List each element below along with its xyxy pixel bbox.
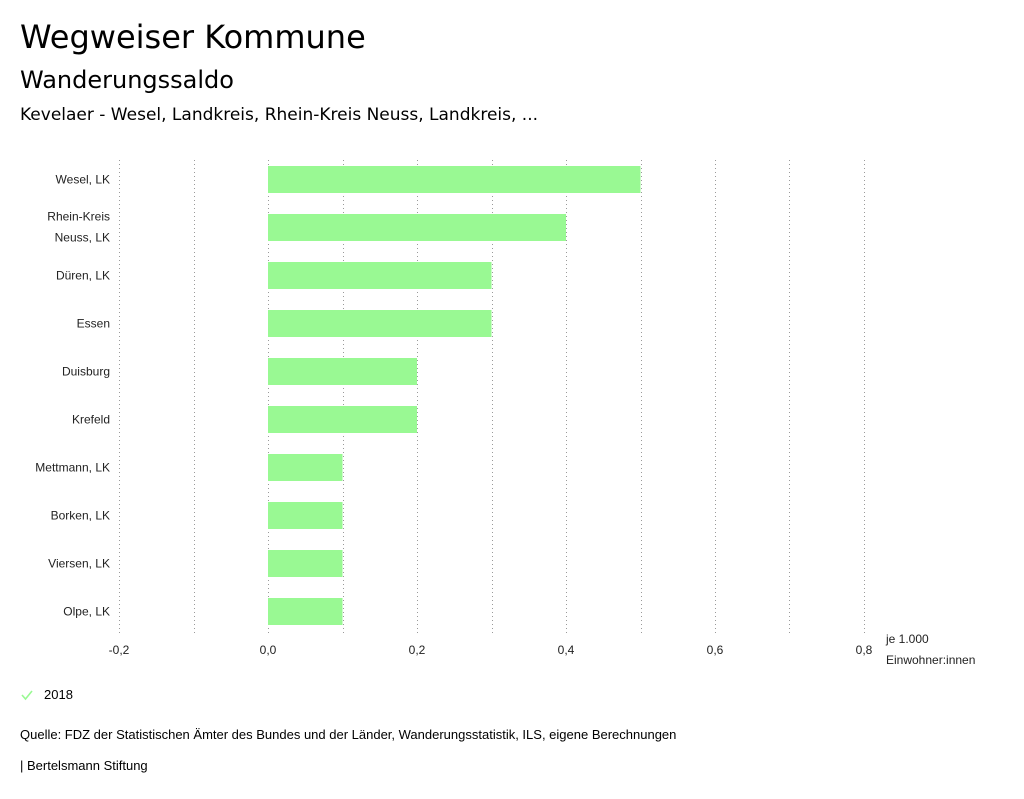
legend-label: 2018	[44, 687, 73, 702]
category-label: Olpe, LK	[63, 605, 110, 619]
category-label: Krefeld	[72, 413, 110, 427]
bar[interactable]	[268, 550, 343, 577]
bar[interactable]	[268, 502, 343, 529]
category-label: Mettmann, LK	[35, 461, 110, 475]
category-label: Viersen, LK	[48, 557, 110, 571]
bar[interactable]	[268, 598, 343, 625]
category-label: Borken, LK	[51, 509, 110, 523]
tick-label: 0,8	[856, 643, 873, 657]
bar[interactable]	[268, 454, 343, 481]
category-label: Düren, LK	[56, 269, 110, 283]
bars	[268, 166, 641, 625]
category-label: Wesel, LK	[56, 173, 110, 187]
source-note: Quelle: FDZ der Statistischen Ämter des …	[20, 727, 677, 742]
tick-labels: -0,2 0,0 0,2 0,4 0,6 0,8	[109, 643, 873, 657]
bar[interactable]	[268, 166, 641, 193]
bar-chart: Wesel, LK Rhein-Kreis Neuss, LK Düren, LK Es…	[35, 160, 975, 667]
tick-label: -0,2	[109, 643, 130, 657]
tick-label: 0,0	[260, 643, 277, 657]
unit-label-line: Einwohner:innen	[886, 653, 975, 667]
tick-label: 0,4	[558, 643, 575, 657]
unit-label-line: je 1.000	[885, 632, 929, 646]
category-label: Rhein-Kreis Neuss, LK	[47, 210, 110, 245]
tick-label: 0,2	[409, 643, 426, 657]
category-labels: Wesel, LK Rhein-Kreis Neuss, LK Düren, LK Es…	[35, 173, 110, 619]
category-label: Duisburg	[62, 365, 110, 379]
page-title: Wegweiser Kommune	[20, 18, 366, 56]
bar[interactable]	[268, 310, 492, 337]
category-label: Essen	[77, 317, 110, 331]
bar[interactable]	[268, 262, 492, 289]
bar[interactable]	[268, 358, 417, 385]
chart-subtitle: Wanderungssaldo	[20, 66, 234, 94]
bar[interactable]	[268, 406, 417, 433]
checkmark-icon	[21, 689, 33, 700]
publisher-note: | Bertelsmann Stiftung	[20, 758, 148, 773]
unit-label: je 1.000 Einwohner:innen	[885, 632, 975, 667]
tick-label: 0,6	[707, 643, 724, 657]
region-selector-label[interactable]: Kevelaer - Wesel, Landkreis, Rhein-Kreis…	[20, 105, 539, 125]
legend-item-2018[interactable]: 2018	[20, 687, 73, 702]
bar[interactable]	[268, 214, 566, 241]
